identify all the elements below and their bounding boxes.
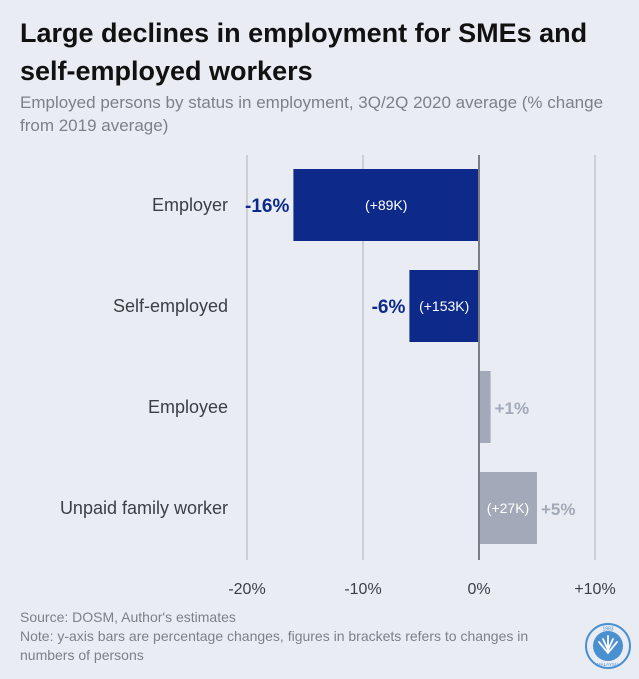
x-tick-label: +10% [574, 581, 615, 598]
value-label: -6% [372, 297, 406, 318]
bar [293, 169, 479, 241]
x-tick-label: -10% [344, 581, 381, 598]
x-tick-label: 0% [467, 581, 490, 598]
chart-footer: Source: DOSM, Author's estimates Note: y… [20, 608, 580, 665]
category-label: Employer [152, 195, 228, 215]
bracket-label: (+27K) [487, 500, 529, 516]
bar [479, 472, 537, 544]
logo-bottom-text: MALAYSIA [597, 662, 619, 667]
source-note: Source: DOSM, Author's estimates [20, 609, 236, 625]
bracket-label: (+153K) [419, 298, 469, 314]
bracket-label: (+89K) [365, 197, 407, 213]
logo-top-text: 1983 [602, 627, 613, 633]
category-label: Unpaid family worker [60, 498, 228, 518]
chart-title: Large declines in employment for SMEs an… [20, 18, 588, 86]
value-label: +5% [541, 500, 576, 519]
category-label: Employee [148, 397, 228, 417]
bar [409, 270, 479, 342]
value-label: +1% [495, 399, 529, 418]
bar-chart: Employer -16% (+89K) Self-employed -6% (+153K… [60, 155, 616, 598]
isis-malaysia-logo-icon: 1983 MALAYSIA [585, 623, 631, 669]
bar [479, 371, 491, 443]
category-label: Self-employed [113, 296, 228, 316]
chart-subtitle: Employed persons by status in employment… [20, 93, 604, 135]
methodology-note: Note: y-axis bars are percentage changes… [20, 628, 529, 663]
x-tick-label: -20% [228, 581, 265, 598]
value-label: -16% [245, 196, 289, 217]
